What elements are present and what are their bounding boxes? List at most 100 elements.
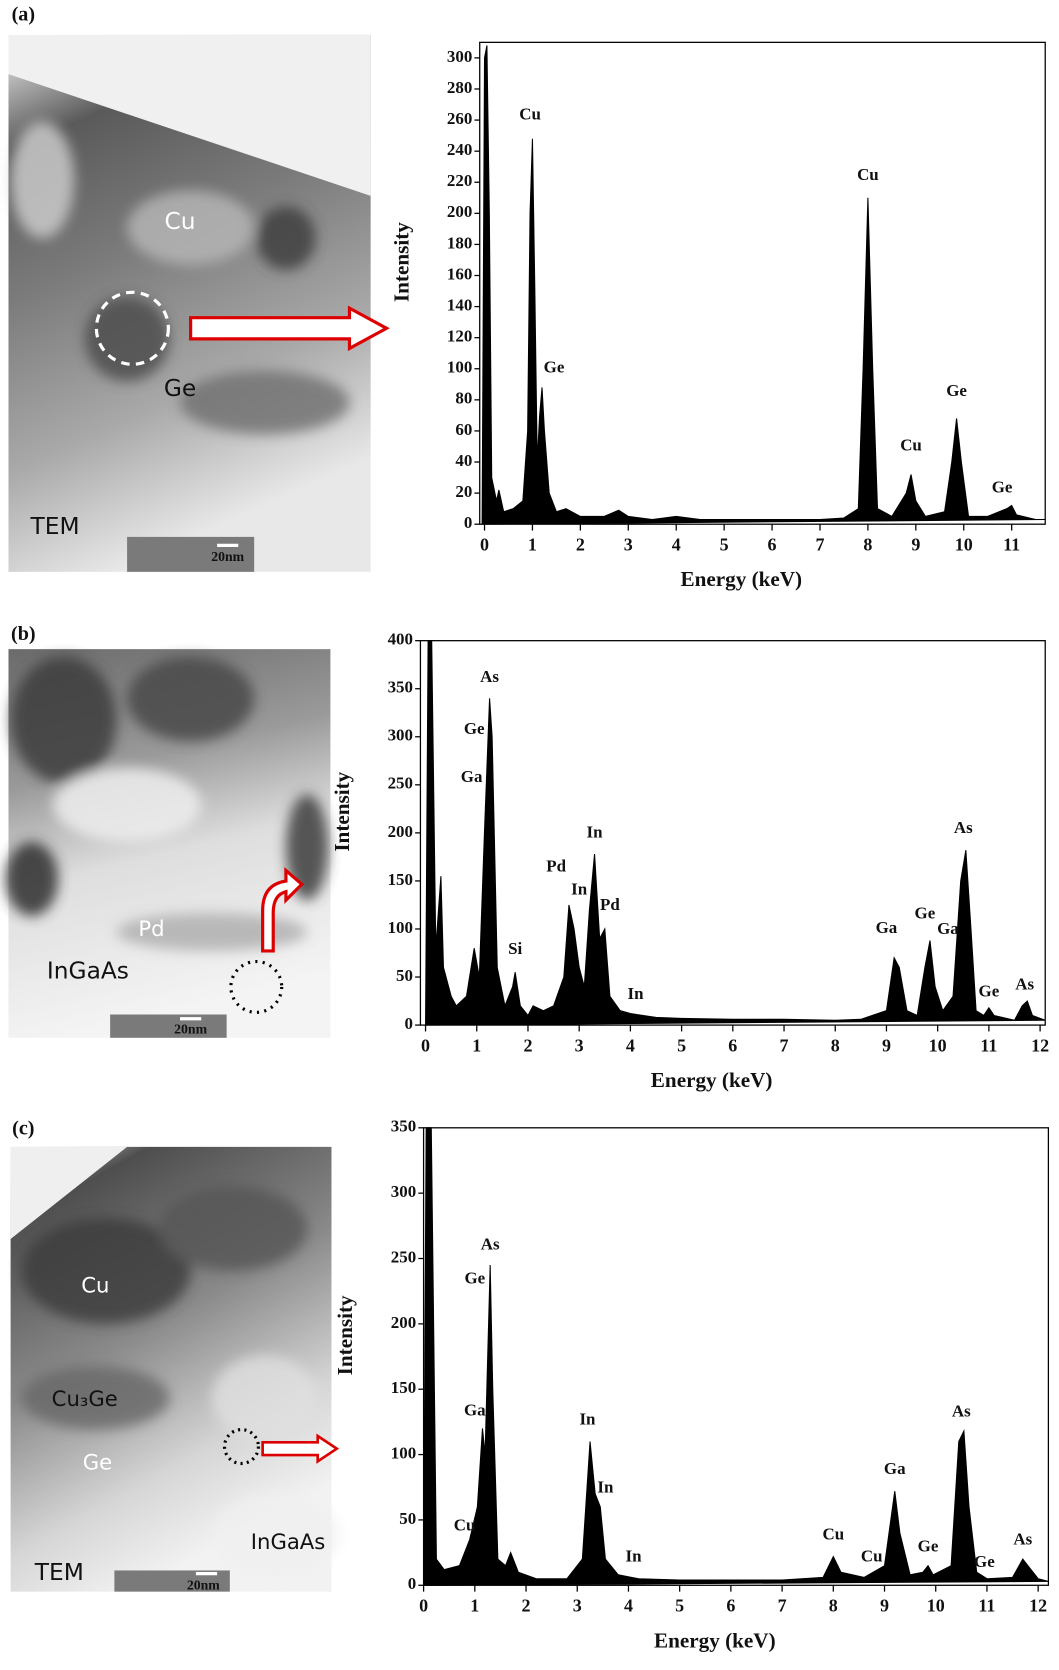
scale-bar-label: 20nm (187, 1577, 220, 1592)
x-tick-label: 4 (626, 1035, 635, 1055)
y-tick-label: 280 (447, 78, 472, 97)
x-tick-label: 12 (1031, 1035, 1049, 1055)
peak-label: As (952, 1402, 971, 1421)
x-tick-label: 8 (863, 535, 872, 555)
peak-label: As (1015, 975, 1034, 994)
peak-label: As (481, 1234, 500, 1253)
y-tick-label: 250 (388, 774, 413, 793)
y-tick-label: 220 (447, 171, 472, 190)
y-axis-title: Intensity (333, 1295, 357, 1375)
panel-label: (a) (12, 4, 35, 26)
x-tick-label: 11 (978, 1596, 995, 1616)
y-tick-label: 200 (447, 202, 472, 221)
peak-label: In (571, 879, 588, 898)
x-tick-label: 4 (672, 535, 681, 555)
peak-label: Ge (918, 1536, 939, 1555)
micrograph-label: InGaAs (47, 958, 129, 985)
peak-label: As (954, 818, 973, 837)
panel-label: (c) (12, 1118, 34, 1140)
y-tick-label: 100 (447, 358, 472, 377)
y-tick-label: 200 (391, 1313, 416, 1332)
x-tick-label: 10 (929, 1035, 947, 1055)
y-tick-label: 350 (391, 1117, 416, 1136)
x-tick-label: 6 (728, 1035, 737, 1055)
y-tick-label: 400 (388, 630, 413, 649)
micrograph-label: TEM (30, 513, 80, 540)
x-tick-label: 12 (1029, 1596, 1047, 1616)
y-tick-label: 240 (447, 140, 472, 159)
micrograph-label: Ge (83, 1450, 112, 1475)
peak-label: Ga (464, 1400, 486, 1419)
y-axis-title: Intensity (330, 771, 354, 851)
y-tick-label: 260 (447, 109, 472, 128)
y-tick-label: 40 (455, 451, 472, 470)
x-tick-label: 10 (927, 1596, 945, 1616)
scale-bar-label: 20nm (174, 1022, 207, 1037)
x-tick-label: 5 (675, 1596, 684, 1616)
y-tick-label: 0 (405, 1014, 413, 1033)
peak-label: Ga (884, 1459, 906, 1478)
peak-label: Ge (464, 719, 485, 738)
peak-label: Ge (544, 358, 565, 377)
x-tick-label: 7 (778, 1596, 787, 1616)
x-tick-label: 10 (955, 535, 973, 555)
x-tick-label: 6 (726, 1596, 735, 1616)
y-tick-label: 350 (388, 678, 413, 697)
x-tick-label: 6 (768, 535, 777, 555)
peak-label: Pd (600, 895, 620, 914)
peak-label: Cu (861, 1547, 883, 1566)
x-tick-label: 1 (472, 1035, 481, 1055)
y-tick-label: 250 (391, 1247, 416, 1266)
spectrum (423, 1127, 1049, 1586)
plot-frame (479, 41, 1046, 525)
micrograph-label: Ge (164, 375, 196, 402)
x-tick-label: 5 (677, 1035, 686, 1055)
micrograph: Pd InGaAs 20nm (5, 649, 331, 1038)
peak-label: Ge (464, 1268, 485, 1287)
x-tick-label: 7 (780, 1035, 789, 1055)
peak-label: As (1013, 1530, 1032, 1549)
x-tick-label: 11 (1003, 535, 1020, 555)
x-tick-label: 11 (980, 1035, 997, 1055)
peak-label: In (587, 823, 604, 842)
plot-frame (419, 640, 1046, 1026)
y-tick-label: 0 (408, 1574, 416, 1593)
x-tick-label: 0 (419, 1596, 428, 1616)
x-tick-label: 3 (575, 1035, 584, 1055)
peak-label: Ge (974, 1552, 995, 1571)
peak-label: As (480, 667, 499, 686)
x-tick-label: 2 (522, 1596, 531, 1616)
peak-label: Ge (946, 381, 967, 400)
y-tick-label: 120 (447, 327, 472, 346)
y-tick-label: 50 (399, 1509, 416, 1528)
peak-label: Ge (979, 981, 1000, 1000)
micrograph-label: InGaAs (251, 1529, 326, 1554)
panel-label: (b) (11, 623, 36, 645)
y-tick-label: 300 (447, 47, 472, 66)
x-tick-label: 9 (911, 535, 920, 555)
x-tick-label: 0 (421, 1035, 430, 1055)
peak-label: In (597, 1477, 614, 1496)
peak-label: Ga (461, 767, 483, 786)
x-tick-label: 9 (882, 1035, 891, 1055)
y-tick-label: 60 (455, 420, 472, 439)
x-axis-title: Energy (keV) (680, 567, 802, 591)
y-tick-label: 150 (388, 870, 413, 889)
y-tick-label: 20 (455, 482, 472, 501)
y-tick-label: 80 (455, 389, 472, 408)
spectrum (425, 640, 1046, 1026)
y-tick-label: 200 (388, 822, 413, 841)
micrograph-label: Cu (81, 1273, 109, 1298)
y-tick-label: 180 (447, 233, 472, 252)
x-axis-title: Energy (keV) (651, 1068, 773, 1092)
spectrum (481, 45, 1046, 525)
peak-label: Ga (937, 919, 959, 938)
y-tick-label: 300 (388, 726, 413, 745)
peak-label: In (579, 1409, 596, 1428)
y-axis-title: Intensity (389, 222, 413, 302)
micrograph-label: Cu₃Ge (52, 1386, 118, 1411)
peak-label: In (628, 984, 645, 1003)
peak-label: Ge (992, 477, 1013, 496)
